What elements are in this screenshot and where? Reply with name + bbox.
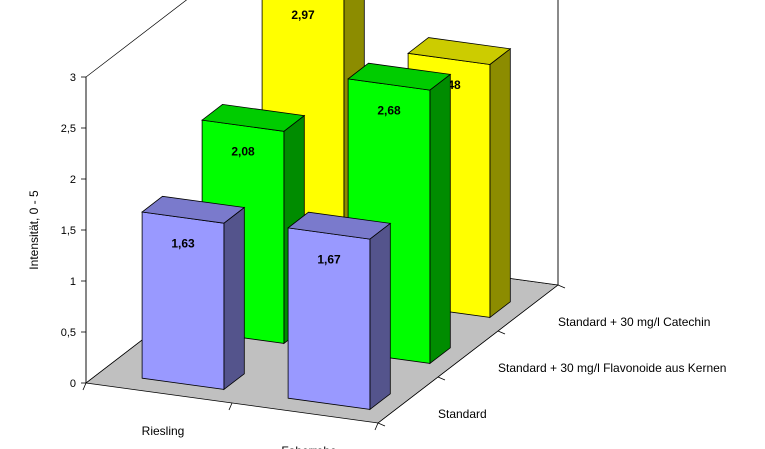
bars: 2,972,482,082,681,631,67 <box>141 0 512 411</box>
depth-tick-mark <box>437 376 446 381</box>
category-label: Riesling <box>142 424 185 438</box>
bar-value-label: 1,67 <box>317 252 341 266</box>
bar-top <box>407 37 512 65</box>
bar: 1,63 <box>141 195 246 391</box>
y-axis: 0 0,5 1 1,5 2 2,5 3 <box>61 72 566 431</box>
x-tick-mark <box>374 422 379 431</box>
y-tick-label: 1 <box>70 276 76 288</box>
series-label: Standard + 30 mg/l Catechin <box>558 315 710 329</box>
bar-side <box>369 222 391 411</box>
bar-value-label: 2,68 <box>377 103 401 117</box>
x-tick-mark <box>82 382 87 391</box>
series-label: Standard + 30 mg/l Flavonoide aus Kernen <box>498 361 726 375</box>
y-tick-label: 0,5 <box>61 327 76 339</box>
depth-tick-mark <box>377 422 386 427</box>
bar-side <box>429 73 451 365</box>
bar-top <box>287 211 392 240</box>
y-tick-label: 3 <box>70 72 76 84</box>
bar-value-label: 2,97 <box>291 8 315 22</box>
depth-tick-mark <box>557 284 566 289</box>
bar-side <box>223 206 245 391</box>
axis-labels: Riesling Faberrebe Standard Standard + 30 m… <box>142 315 727 449</box>
bar-value-label: 1,63 <box>171 237 195 251</box>
bar-top <box>201 103 306 132</box>
y-tick-label: 0 <box>70 378 76 390</box>
bar-top <box>347 62 452 91</box>
category-label: Faberrebe <box>281 444 337 449</box>
series-label: Standard <box>438 407 487 421</box>
depth-tick-mark <box>497 330 506 335</box>
bar: 1,67 <box>287 211 392 411</box>
y-tick-label: 2 <box>70 174 76 186</box>
bar-value-label: 2,08 <box>231 145 255 159</box>
y-tick-label: 2,5 <box>61 123 76 135</box>
x-tick-mark <box>228 402 233 411</box>
y-axis-title: Intensität, 0 - 5 <box>27 190 41 270</box>
bar-top <box>141 195 246 224</box>
bar-side <box>489 47 511 319</box>
y-tick-label: 1,5 <box>61 225 76 237</box>
